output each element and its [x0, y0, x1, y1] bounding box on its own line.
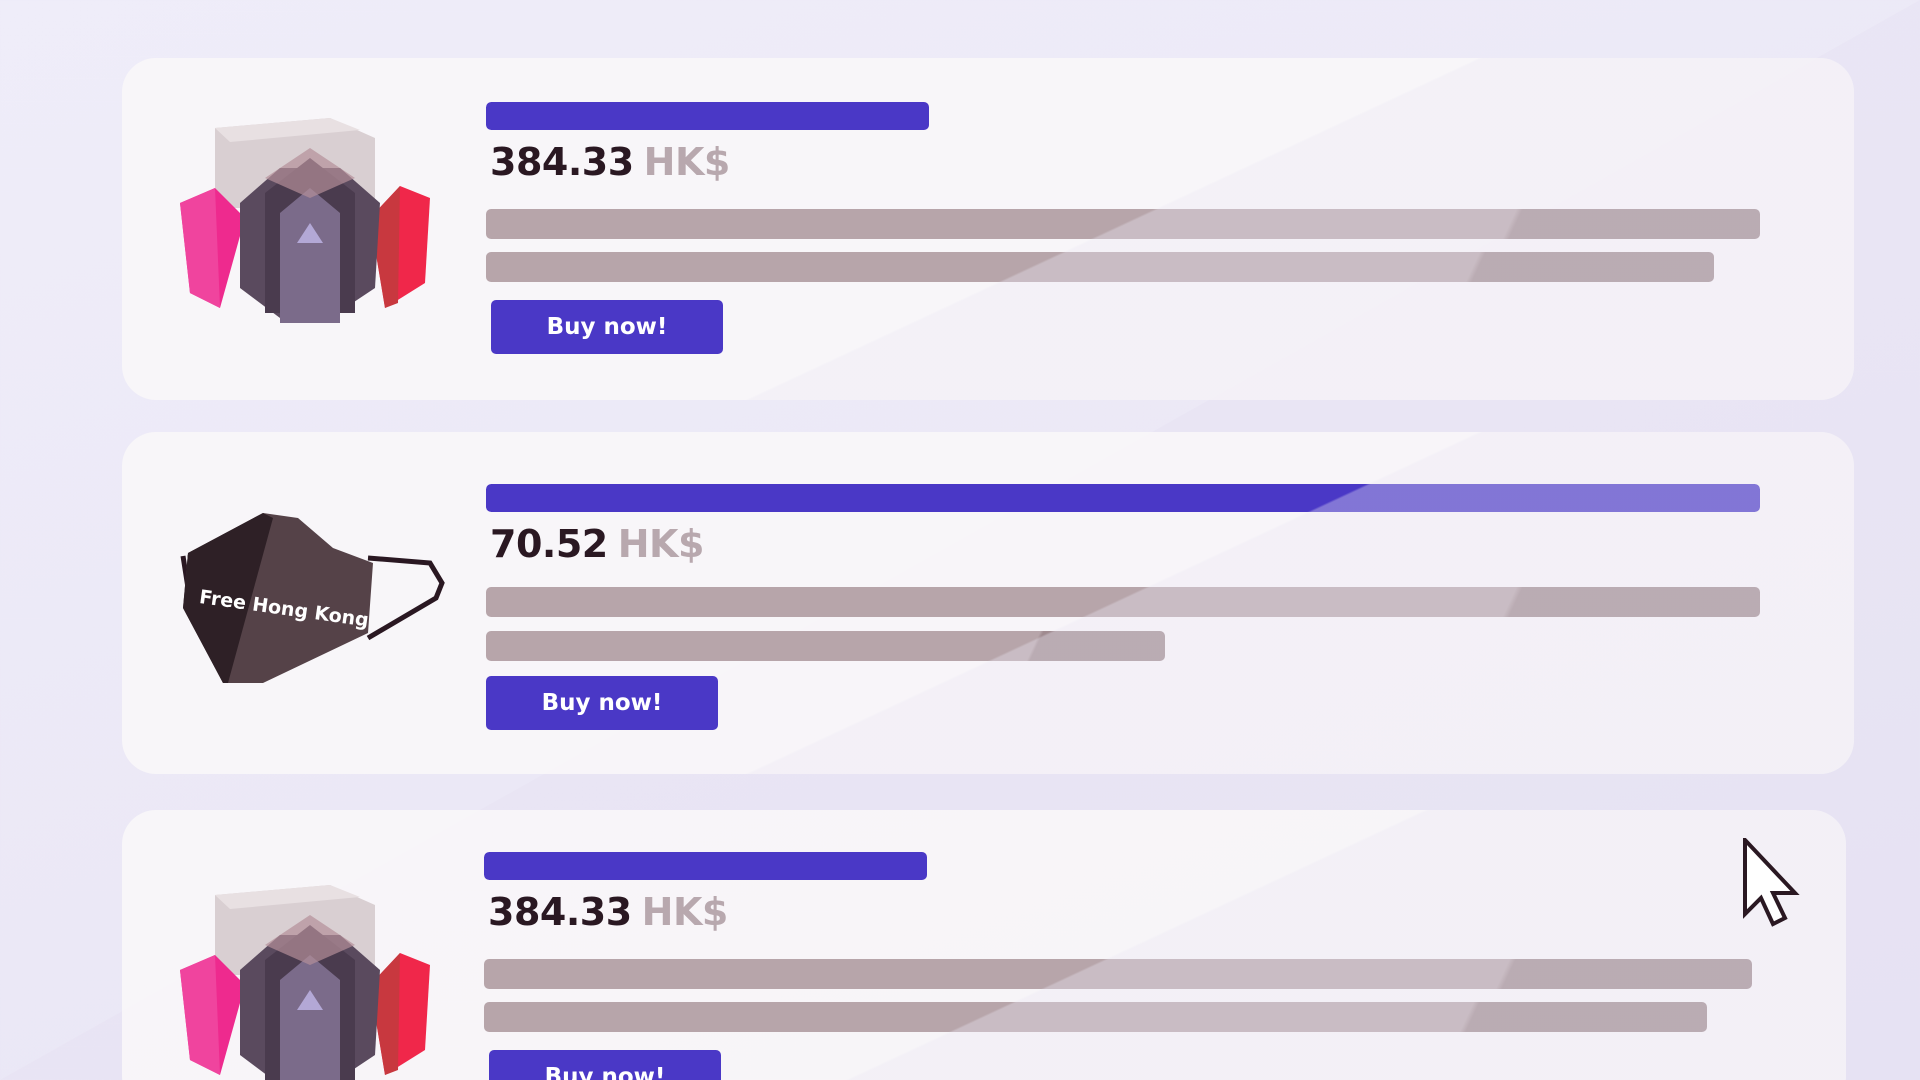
price-amount: 70.52 — [490, 522, 608, 566]
product-card-2: Free Hong Kong 70.52 HK$ Buy now! — [122, 432, 1854, 774]
product-description — [486, 209, 1760, 239]
respirator-mask-icon — [170, 108, 440, 338]
product-description — [486, 587, 1760, 617]
description-line-1 — [486, 587, 1760, 617]
price-amount: 384.33 — [488, 890, 632, 934]
product-price: 384.33 HK$ — [490, 140, 730, 184]
description-line-2 — [486, 252, 1715, 282]
product-description — [484, 1002, 1758, 1032]
mouse-pointer-icon — [1743, 838, 1800, 927]
buy-now-button[interactable]: Buy now! — [491, 300, 723, 354]
product-price: 384.33 HK$ — [488, 890, 728, 934]
product-title-fill — [484, 852, 928, 880]
product-description — [486, 252, 1760, 282]
product-card-3: 384.33 HK$ Buy now! — [122, 810, 1846, 1080]
description-line-1 — [486, 209, 1760, 239]
price-currency: HK$ — [617, 522, 705, 566]
price-currency: HK$ — [643, 140, 731, 184]
price-amount: 384.33 — [490, 140, 634, 184]
description-line-2 — [486, 631, 1166, 661]
product-description — [486, 631, 1760, 661]
buy-now-button[interactable]: Buy now! — [489, 1050, 721, 1080]
product-title-fill — [486, 102, 930, 130]
product-title-bar — [484, 852, 1758, 880]
product-title-bar — [486, 102, 1760, 130]
price-currency: HK$ — [641, 890, 729, 934]
product-description — [484, 959, 1758, 989]
product-price: 70.52 HK$ — [490, 522, 704, 566]
description-line-2 — [484, 1002, 1708, 1032]
product-title-bar — [486, 484, 1760, 512]
respirator-mask-icon — [170, 875, 440, 1080]
buy-now-button[interactable]: Buy now! — [486, 676, 718, 730]
product-card-1: 384.33 HK$ Buy now! — [122, 58, 1854, 400]
description-line-1 — [484, 959, 1752, 989]
product-title-fill — [486, 484, 1760, 512]
face-mask-icon: Free Hong Kong — [168, 508, 452, 698]
